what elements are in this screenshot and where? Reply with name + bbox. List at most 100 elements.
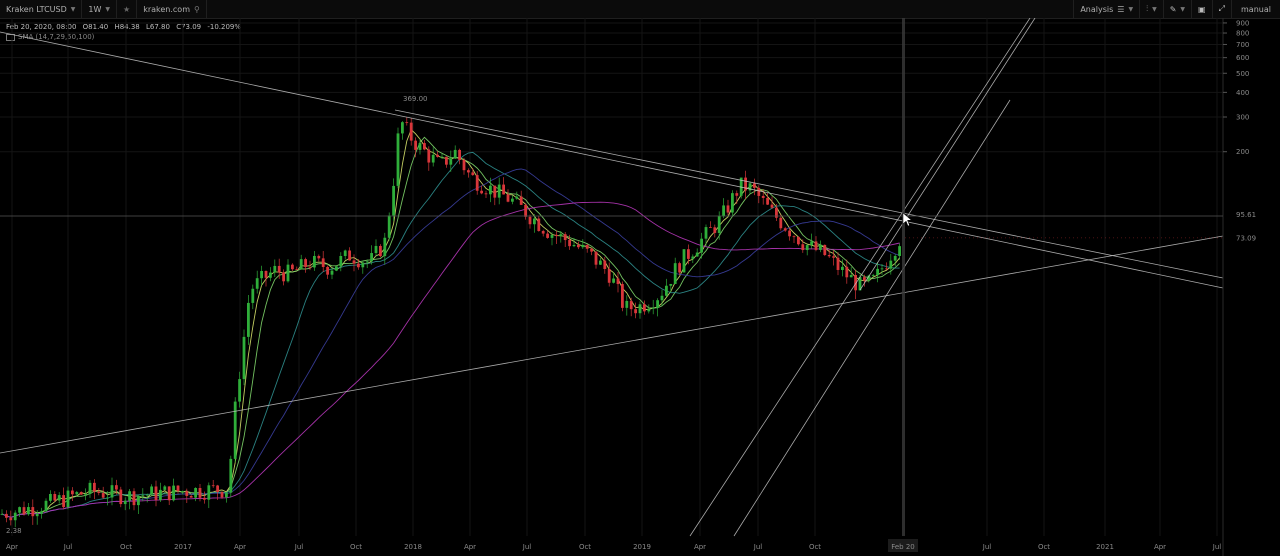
candle-body [726,205,730,213]
candle-body [374,245,378,254]
candle-body [519,196,523,205]
candle-body [871,275,875,276]
candle-body [84,493,87,495]
candle-body [31,507,35,517]
candle-body [717,216,721,233]
candle-body [585,244,589,249]
candle-body [317,255,321,259]
candle-body [198,488,202,498]
expand-button[interactable]: ⤢ [1211,0,1231,18]
candle-body [233,401,237,459]
symbol-selector[interactable]: Kraken LTCUSD ▼ [0,0,83,18]
candle-body [506,194,510,202]
time-tick-label: 2017 [174,543,192,551]
candle-body [93,482,96,492]
candle-body [555,234,558,237]
candle-body [277,265,281,273]
candle-body [612,278,615,283]
candle-body [563,234,567,241]
candle-body [528,216,532,225]
candle-body [392,185,395,216]
symbol-label: Kraken LTCUSD [6,4,67,14]
candle-body [176,485,180,492]
candle-body [898,246,901,256]
candle-body [665,285,668,296]
sma-line-2 [1,136,900,518]
candle-body [370,253,373,262]
candle-body [590,248,593,252]
candle-body [880,268,884,270]
candle-body [163,486,167,490]
candle-body [577,244,580,248]
candle-body [273,265,277,273]
candle-body [489,185,492,195]
interval-label: 1W [88,4,102,14]
candle-body [533,218,536,225]
time-tick-label: Jul [1212,543,1222,551]
candle-body [238,379,241,402]
candle-body [97,491,101,493]
star-button[interactable]: ★ [117,0,138,18]
candle-body [541,230,545,234]
candle-body [449,158,453,165]
interval-selector[interactable]: 1W ▼ [82,0,118,18]
chart-grid [0,18,1223,536]
candle-body [172,485,175,501]
candle-body [497,184,501,198]
candle-body [211,485,215,487]
top-toolbar: Kraken LTCUSD ▼ 1W ▼ ★ kraken.com ⚲ Analys… [0,0,1280,19]
source-label: kraken.com [143,4,190,14]
chart-type-button[interactable]: ⫶ ▼ [1139,0,1163,18]
price-chart[interactable]: 900 800 700 600 500 400 300 200 Apr Jul Oct 2017 Apr… [0,18,1280,556]
candle-body [282,272,285,282]
candle-body [255,278,259,289]
star-icon: ★ [123,4,131,14]
price-tick-label: 500 [1236,70,1249,78]
candle-body [502,184,505,195]
candle-body [101,492,105,498]
price-tick-label: 600 [1236,54,1249,62]
candle-body [731,193,734,213]
candle-body [801,244,805,251]
time-tick-label: Apr [6,543,18,551]
time-tick-label: Jul [294,543,304,551]
source-link[interactable]: kraken.com ⚲ [137,0,207,18]
candle-body [753,183,756,188]
draw-tools-button[interactable]: ✎ ▼ [1162,0,1191,18]
candle-body [423,143,426,150]
candle-body [299,259,303,270]
time-tick-label: Jul [522,543,532,551]
candle-body [832,256,835,258]
candle-body [691,256,695,259]
candle-body [335,266,338,271]
mode-toggle[interactable]: manual [1231,0,1280,18]
candle-body [150,486,153,495]
analysis-button[interactable]: Analysis ☰ ▼ [1073,0,1139,18]
candle-body [770,204,774,208]
candle-body [269,272,272,278]
candle-body [203,497,206,500]
candle-body [194,488,197,498]
candle-body [189,495,193,498]
candle-body [357,263,360,268]
save-button[interactable]: ▣ [1191,0,1212,18]
candle-body [647,308,651,312]
candle-body [713,227,717,233]
candle-body [660,295,664,301]
candle-body [22,507,26,515]
candle-body [348,250,351,261]
ohlc-legend: Feb 20, 2020, 08:00 O81.40 H84.38 L67.80… [6,23,245,31]
time-tick-label: 2019 [633,543,651,551]
candle-body [405,122,409,123]
candle-body [836,257,840,270]
candle-body [550,234,554,238]
candle-body [62,495,65,508]
candle-body [304,259,307,267]
candle-body [66,490,70,508]
candle-body [53,493,57,501]
candle-body [220,491,224,498]
candle-body [387,215,391,238]
candle-body [739,177,743,196]
pencil-icon: ✎ [1169,4,1177,14]
candle-body [242,336,246,380]
